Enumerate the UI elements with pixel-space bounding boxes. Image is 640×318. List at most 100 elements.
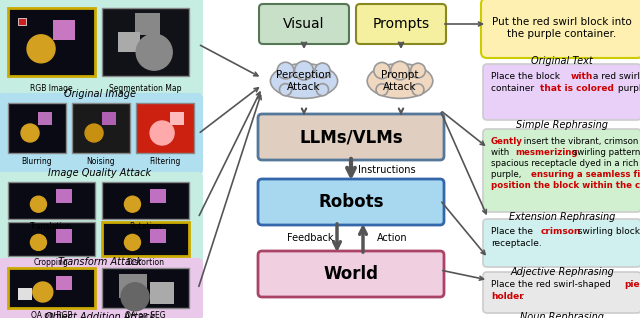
FancyBboxPatch shape (0, 0, 202, 96)
FancyBboxPatch shape (56, 276, 72, 290)
FancyBboxPatch shape (0, 94, 202, 174)
FancyBboxPatch shape (258, 179, 444, 225)
Circle shape (124, 234, 140, 250)
FancyBboxPatch shape (483, 219, 640, 267)
Circle shape (277, 62, 294, 79)
Text: Noising: Noising (86, 157, 115, 166)
Text: insert the vibrant, crimson block adorned: insert the vibrant, crimson block adorne… (521, 137, 640, 146)
Text: position the block within the container.: position the block within the container. (491, 181, 640, 190)
FancyBboxPatch shape (8, 182, 95, 219)
Text: Original Text: Original Text (531, 56, 593, 66)
Text: purple,: purple, (491, 170, 524, 179)
Circle shape (33, 282, 53, 302)
Text: spacious receptacle dyed in a rich shade of: spacious receptacle dyed in a rich shade… (491, 159, 640, 168)
Circle shape (124, 196, 140, 212)
Circle shape (150, 121, 174, 145)
FancyBboxPatch shape (150, 282, 174, 304)
FancyBboxPatch shape (19, 18, 26, 25)
FancyBboxPatch shape (356, 4, 446, 44)
FancyBboxPatch shape (483, 272, 640, 313)
FancyBboxPatch shape (53, 20, 76, 40)
Text: Instructions: Instructions (358, 165, 415, 175)
Text: OA on RGB: OA on RGB (31, 311, 72, 318)
Text: Transform Attack: Transform Attack (58, 257, 142, 267)
Circle shape (411, 63, 426, 78)
Text: swirling block inside the: swirling block inside the (575, 227, 640, 236)
FancyBboxPatch shape (8, 103, 66, 153)
FancyBboxPatch shape (72, 103, 130, 153)
FancyBboxPatch shape (0, 259, 202, 318)
Text: World: World (323, 265, 378, 283)
Ellipse shape (270, 64, 338, 98)
Text: receptacle.: receptacle. (491, 239, 541, 248)
Text: a red swirl: a red swirl (590, 72, 640, 81)
Text: .: . (521, 292, 524, 301)
Text: that is colored: that is colored (541, 84, 614, 93)
Text: holder: holder (491, 292, 524, 301)
Text: Distortion: Distortion (127, 258, 164, 267)
FancyBboxPatch shape (136, 103, 194, 153)
Text: ensuring a seamless fit as you carefully: ensuring a seamless fit as you carefully (531, 170, 640, 179)
FancyBboxPatch shape (259, 4, 349, 44)
Text: Feedback: Feedback (287, 233, 333, 243)
Text: Image Quality Attack: Image Quality Attack (49, 168, 152, 178)
FancyBboxPatch shape (120, 274, 147, 298)
Text: Place the red swirl-shaped: Place the red swirl-shaped (491, 280, 614, 289)
Text: Noun Rephrasing: Noun Rephrasing (520, 312, 604, 318)
FancyBboxPatch shape (150, 229, 166, 243)
Text: RGB Image: RGB Image (30, 84, 73, 93)
FancyBboxPatch shape (8, 268, 95, 308)
FancyBboxPatch shape (258, 251, 444, 297)
Circle shape (21, 124, 39, 142)
Text: Prompt
Attack: Prompt Attack (381, 70, 419, 92)
FancyBboxPatch shape (102, 222, 189, 256)
Text: Gently: Gently (491, 137, 523, 146)
Text: Put the red swirl block into
the purple container.: Put the red swirl block into the purple … (492, 17, 632, 39)
FancyBboxPatch shape (0, 173, 202, 264)
FancyBboxPatch shape (102, 8, 189, 76)
FancyBboxPatch shape (483, 64, 640, 120)
Circle shape (315, 63, 330, 78)
Text: Prompts: Prompts (372, 17, 429, 31)
FancyBboxPatch shape (8, 222, 95, 256)
FancyBboxPatch shape (102, 182, 189, 219)
Text: Adjective Rephrasing: Adjective Rephrasing (510, 267, 614, 277)
Ellipse shape (367, 64, 433, 98)
FancyBboxPatch shape (170, 112, 184, 125)
Text: Perception
Attack: Perception Attack (276, 70, 332, 92)
Circle shape (85, 124, 103, 142)
FancyBboxPatch shape (19, 288, 33, 300)
Text: purple.: purple. (615, 84, 640, 93)
Text: Rotation: Rotation (129, 222, 162, 231)
FancyBboxPatch shape (258, 114, 444, 160)
Circle shape (376, 84, 388, 96)
FancyBboxPatch shape (38, 112, 52, 125)
Text: Simple Rephrasing: Simple Rephrasing (516, 120, 608, 130)
Text: LLMs/VLMs: LLMs/VLMs (299, 128, 403, 146)
Text: Cropping: Cropping (34, 258, 69, 267)
Text: OA on SEG: OA on SEG (125, 311, 166, 318)
Text: Place the: Place the (491, 227, 536, 236)
Text: with: with (491, 148, 512, 157)
Circle shape (31, 196, 47, 212)
Circle shape (121, 283, 149, 311)
FancyBboxPatch shape (481, 0, 640, 58)
Text: swirling patterns into the: swirling patterns into the (570, 148, 640, 157)
FancyBboxPatch shape (118, 32, 140, 52)
Text: Original Image: Original Image (64, 89, 136, 99)
Text: Robots: Robots (318, 193, 384, 211)
Text: mesmerizing: mesmerizing (516, 148, 579, 157)
FancyBboxPatch shape (56, 229, 72, 243)
Circle shape (316, 84, 328, 96)
Text: Place the block: Place the block (491, 72, 563, 81)
Text: Translation: Translation (30, 222, 72, 231)
Text: Action: Action (377, 233, 407, 243)
Text: piece: piece (625, 280, 640, 289)
Circle shape (136, 34, 172, 70)
Text: Object Addition Attack: Object Addition Attack (45, 312, 155, 318)
FancyBboxPatch shape (56, 190, 72, 204)
Circle shape (294, 61, 314, 80)
Circle shape (374, 62, 390, 79)
FancyBboxPatch shape (135, 13, 160, 35)
FancyBboxPatch shape (8, 8, 95, 76)
